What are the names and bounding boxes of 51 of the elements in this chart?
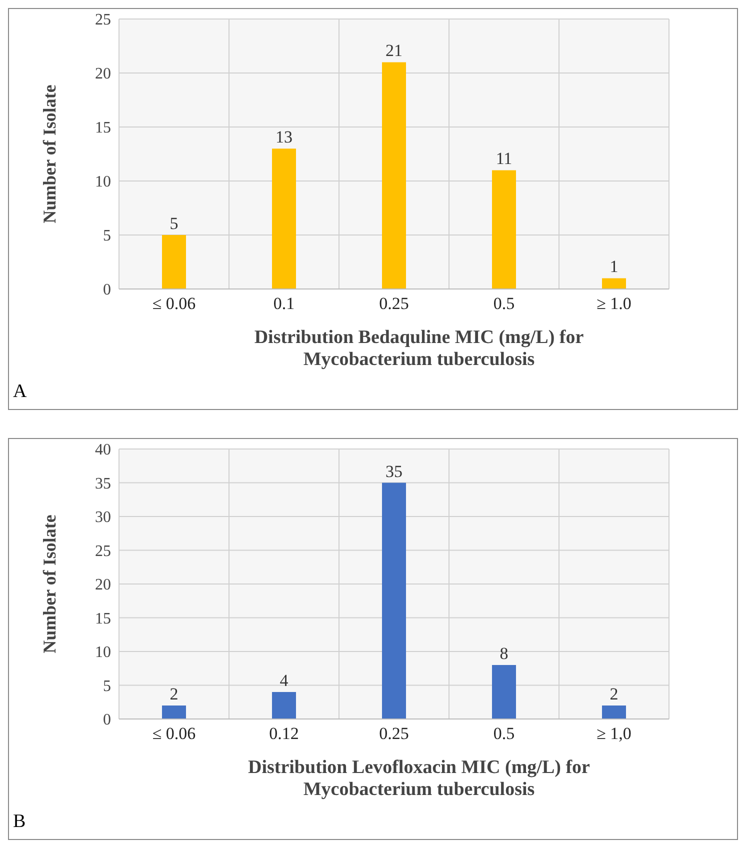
y-axis-title: Number of Isolate (39, 514, 60, 654)
x-tick-label: 0.25 (379, 724, 409, 744)
x-tick-label: 0.25 (379, 294, 409, 314)
x-tick-label: 0.5 (493, 724, 515, 744)
bar (272, 148, 296, 289)
data-label: 8 (500, 644, 508, 663)
y-tick-label: 5 (103, 228, 111, 245)
bar (602, 706, 626, 719)
data-label: 2 (610, 684, 618, 704)
bar (272, 692, 296, 719)
y-tick-label: 15 (95, 120, 111, 137)
bar (162, 706, 186, 719)
data-label: 21 (386, 41, 402, 60)
data-label: 4 (280, 671, 289, 690)
y-tick-label: 25 (95, 542, 111, 560)
text: A (13, 381, 27, 403)
x-axis-title: Distribution Levofloxacin MIC (mg/L) for Mycobacterium tuberculosis (247, 757, 591, 801)
y-tick-label: 20 (95, 66, 111, 83)
bar (382, 482, 406, 719)
x-tick-label: ≤ 0.06 (152, 294, 196, 314)
y-tick-label: 15 (95, 610, 111, 628)
bar (492, 170, 516, 289)
y-tick-label: 20 (95, 576, 111, 594)
data-label: 11 (496, 149, 512, 168)
data-label: 5 (170, 214, 178, 233)
bar (162, 235, 186, 289)
x-tick-label: 0.5 (493, 294, 515, 314)
data-label: 2 (170, 684, 178, 704)
data-label: 1 (610, 257, 618, 276)
y-tick-label: 10 (95, 174, 111, 191)
bar (492, 665, 516, 719)
y-axis-title: Number of Isolate (39, 84, 60, 224)
y-tick-label: 40 (95, 442, 111, 459)
y-tick-label: 35 (95, 475, 111, 492)
y-tick-label: 0 (103, 282, 111, 299)
data-label: 13 (276, 128, 292, 147)
y-tick-label: 10 (95, 644, 111, 662)
y-tick-label: 25 (95, 12, 111, 29)
y-tick-label: 5 (103, 678, 111, 695)
x-axis-title: Distribution Bedaquline MIC (mg/L) for Mycobacterium tuberculosis (253, 327, 585, 371)
y-tick-label: 30 (95, 509, 111, 526)
x-tick-label: 0.12 (269, 724, 299, 744)
data-label: 35 (386, 462, 402, 481)
x-tick-label: 0.1 (273, 294, 295, 314)
x-tick-label: ≥ 1,0 (596, 724, 632, 744)
x-tick-label: ≥ 1.0 (596, 294, 632, 314)
x-tick-label: ≤ 0.06 (152, 724, 196, 744)
bar (382, 62, 406, 289)
y-tick-label: 0 (103, 712, 111, 729)
bar (602, 278, 626, 289)
text: B (13, 811, 26, 833)
